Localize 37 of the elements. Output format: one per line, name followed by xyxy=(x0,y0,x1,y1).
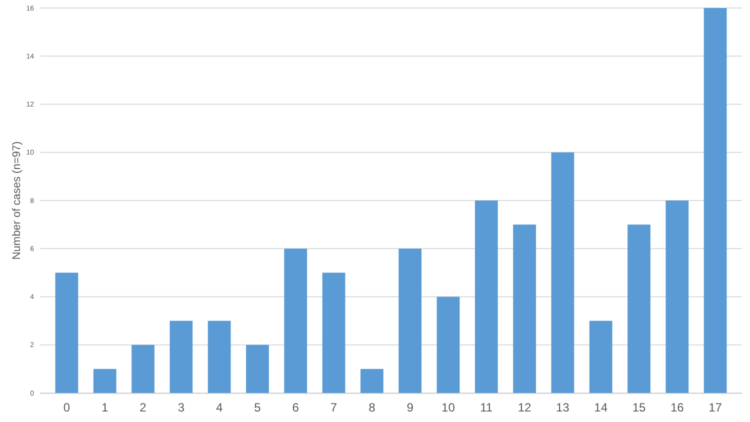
bar xyxy=(398,248,422,393)
bar xyxy=(246,344,269,393)
x-tick-label: 0 xyxy=(63,400,70,415)
bar xyxy=(551,152,574,393)
bar xyxy=(132,344,154,393)
bar xyxy=(513,224,536,393)
bar xyxy=(284,248,308,393)
x-tick-label: 12 xyxy=(518,400,532,415)
bar xyxy=(436,296,460,393)
x-tick-label: 10 xyxy=(442,400,456,415)
bar xyxy=(93,368,116,393)
x-tick-label: 15 xyxy=(632,400,646,415)
x-tick-label: 4 xyxy=(216,400,223,415)
x-tick-label: 11 xyxy=(480,400,493,415)
x-tick-label: 16 xyxy=(670,400,684,415)
bar xyxy=(589,320,612,393)
bar xyxy=(704,8,727,393)
x-tick-label: 1 xyxy=(102,400,109,415)
x-tick-label: 6 xyxy=(292,400,300,415)
x-tick-label: 8 xyxy=(368,400,376,415)
bar xyxy=(55,272,78,393)
x-tick-label: 5 xyxy=(254,400,262,415)
y-axis-title: Number of cases (n=97) xyxy=(11,141,23,260)
bar xyxy=(474,200,498,393)
x-tick-label: 2 xyxy=(140,400,147,415)
bar xyxy=(666,200,689,393)
x-tick-label: 13 xyxy=(556,400,570,415)
bar xyxy=(322,272,346,393)
bar xyxy=(170,320,193,393)
bar xyxy=(360,368,384,393)
bar xyxy=(628,224,650,393)
x-tick-label: 9 xyxy=(406,400,414,415)
x-tick-label: 14 xyxy=(594,400,608,415)
x-tick-label: 17 xyxy=(708,400,722,415)
bar xyxy=(208,320,231,393)
x-tick-label: 7 xyxy=(330,400,338,415)
x-tick-label: 3 xyxy=(178,400,185,415)
